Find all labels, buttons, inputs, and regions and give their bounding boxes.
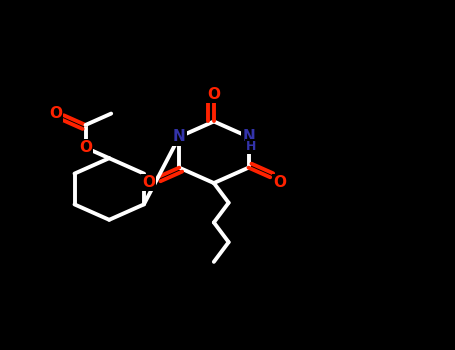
Text: H: H — [246, 140, 256, 153]
Text: O: O — [207, 87, 220, 102]
Text: O: O — [79, 140, 92, 155]
Text: O: O — [273, 175, 286, 190]
Text: O: O — [49, 106, 62, 121]
Text: N: N — [242, 130, 255, 144]
Text: O: O — [142, 175, 155, 190]
Text: N: N — [173, 130, 186, 144]
